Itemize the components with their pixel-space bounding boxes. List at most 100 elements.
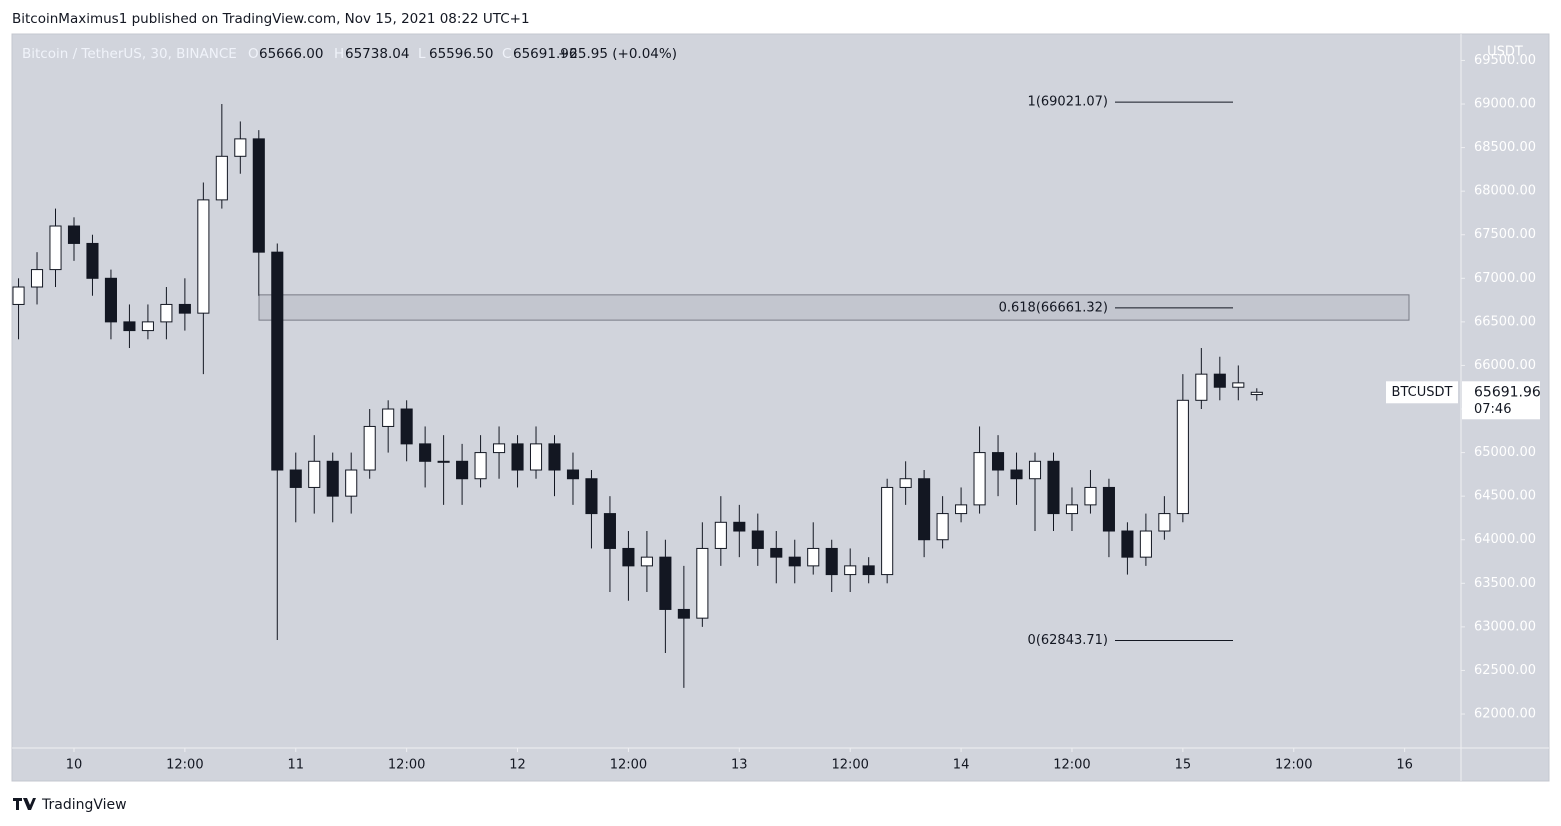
ohlc-key: O	[248, 46, 259, 62]
x-tick-label: 12:00	[1053, 758, 1090, 773]
fib-label: 0.618(66661.32)	[999, 300, 1108, 315]
x-tick-label: 10	[66, 758, 83, 773]
candle-body	[936, 513, 949, 541]
y-tick-label: 63500.00	[1474, 576, 1536, 591]
candle-body	[788, 556, 801, 567]
candle-body	[308, 460, 321, 488]
candle-body	[1084, 486, 1097, 506]
candle-body	[770, 547, 783, 558]
x-tick-label: 15	[1175, 758, 1192, 773]
candle-body	[1102, 486, 1115, 532]
candle-body	[640, 556, 653, 567]
candle-body	[123, 321, 136, 332]
candle-body	[382, 408, 395, 427]
price-tag-countdown: 07:46	[1474, 402, 1511, 417]
candle-body	[696, 547, 709, 619]
candle-body	[141, 321, 154, 332]
candle-body	[326, 460, 339, 497]
x-tick-label: 12:00	[1275, 758, 1312, 773]
byline: BitcoinMaximus1 published on TradingView…	[12, 11, 530, 27]
candle-body	[1195, 373, 1208, 401]
candle-body	[1121, 530, 1134, 558]
candle-body	[862, 565, 875, 576]
symbol: Bitcoin / TetherUS, 30, BINANCE	[22, 46, 237, 62]
candle-body	[918, 478, 931, 541]
y-tick-label: 62500.00	[1474, 663, 1536, 678]
candle-body	[234, 138, 247, 157]
y-tick-label: 68000.00	[1474, 184, 1536, 199]
zone	[258, 294, 1410, 321]
ohlc-value: 65596.50	[429, 46, 493, 62]
candle-body	[419, 443, 432, 462]
x-tick-label: 12:00	[610, 758, 647, 773]
candle-body	[289, 469, 302, 488]
candle-body	[955, 504, 968, 515]
x-tick-label: 13	[731, 758, 748, 773]
candle-body	[1010, 469, 1023, 480]
ohlc-value: 65738.04	[345, 46, 409, 62]
x-tick-label: 12:00	[388, 758, 425, 773]
y-tick-label: 67000.00	[1474, 271, 1536, 286]
brand: TradingView	[41, 797, 127, 813]
candle-body	[973, 452, 986, 506]
x-tick-label: 16	[1396, 758, 1413, 773]
candle-body	[807, 547, 820, 567]
candle-body	[1065, 504, 1079, 515]
ohlc-key: C	[502, 46, 511, 62]
ohlc-key: H	[334, 46, 344, 62]
candle-body	[252, 138, 265, 253]
candle-body	[493, 443, 506, 454]
candle-body	[1047, 460, 1060, 515]
candle-body	[881, 486, 894, 576]
candle-body	[1158, 513, 1171, 532]
symbol-tag	[1386, 381, 1458, 404]
x-tick-label: 12	[509, 758, 526, 773]
x-tick-label: 12:00	[166, 758, 203, 773]
logo	[13, 798, 36, 810]
candle-body	[215, 155, 228, 201]
candle-body	[622, 547, 635, 567]
y-tick-label: 66500.00	[1474, 314, 1536, 329]
ohlc-value: 65691.96	[513, 46, 577, 62]
candle-body	[825, 547, 838, 576]
candle-body	[992, 452, 1005, 471]
ohlc-key: L	[418, 46, 426, 62]
candle-body	[566, 469, 580, 480]
y-tick-label: 66000.00	[1474, 358, 1536, 373]
candle-body	[456, 460, 469, 480]
y-tick-label: 63000.00	[1474, 619, 1536, 634]
candle-body	[585, 478, 598, 515]
fib-label: 0(62843.71)	[1028, 633, 1108, 648]
candle-body	[677, 608, 690, 619]
symbol-tag-label: BTCUSDT	[1392, 385, 1453, 400]
y-tick-label: 65000.00	[1474, 445, 1536, 460]
candle-body	[178, 303, 191, 314]
y-tick-label: 69000.00	[1474, 97, 1536, 112]
candle-body	[751, 530, 764, 549]
candle-body	[659, 556, 672, 610]
candle-body	[197, 199, 210, 314]
y-tick-label: 67500.00	[1474, 227, 1536, 242]
candle-body	[49, 225, 62, 271]
chart-background	[11, 33, 1550, 782]
candle-body	[548, 443, 561, 471]
candle-body	[30, 269, 44, 288]
candle-body	[603, 513, 616, 549]
axis-unit: USDT	[1487, 45, 1523, 60]
fib-label: 1(69021.07)	[1028, 95, 1108, 110]
change: +25.95 (+0.04%)	[558, 46, 677, 62]
y-tick-label: 68500.00	[1474, 140, 1536, 155]
candle-body	[1232, 382, 1245, 388]
x-tick-label: 11	[287, 758, 304, 773]
candle-body	[474, 452, 487, 480]
candle-body	[529, 443, 543, 471]
ohlc-value: 65666.00	[259, 46, 323, 62]
y-tick-label: 64000.00	[1474, 532, 1536, 547]
y-tick-label: 62000.00	[1474, 707, 1536, 722]
x-tick-label: 12:00	[831, 758, 868, 773]
candle-body	[1250, 391, 1263, 396]
candle-body	[1176, 399, 1189, 515]
candle-body	[899, 478, 912, 488]
